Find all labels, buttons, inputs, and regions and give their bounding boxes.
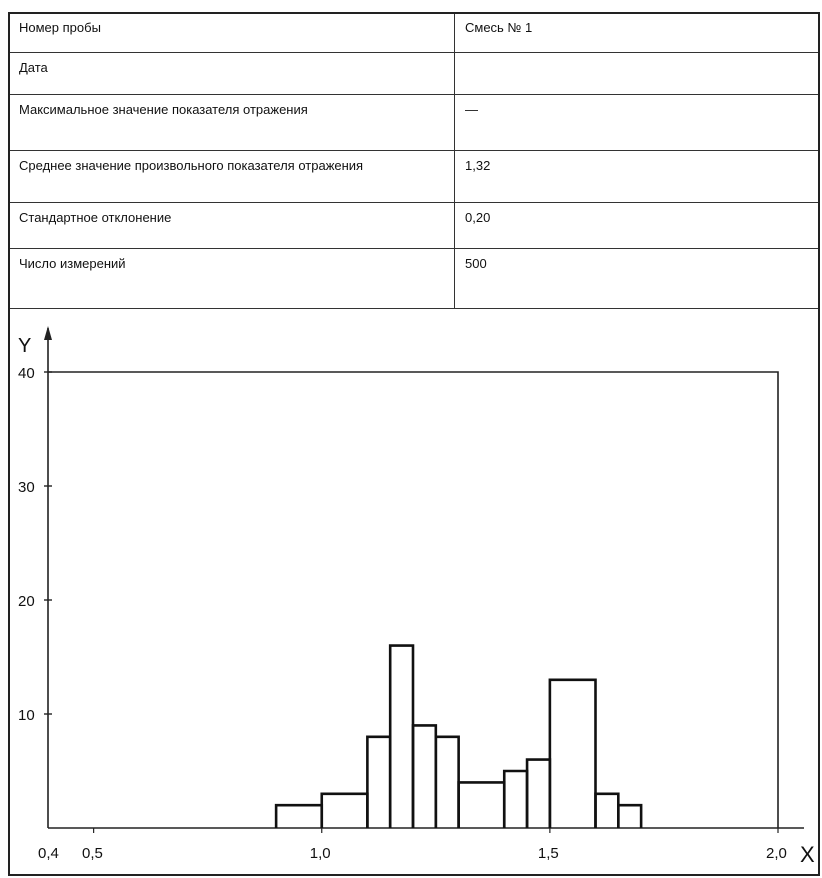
row-value bbox=[454, 52, 820, 95]
row-label: Среднее значение произвольного показател… bbox=[8, 150, 455, 203]
y-axis-arrow bbox=[44, 326, 52, 340]
table-row: Среднее значение произвольного показател… bbox=[8, 150, 820, 203]
y-tick-label: 40 bbox=[18, 365, 35, 382]
x-tick-label: 0,5 bbox=[82, 845, 103, 862]
x-tick-label: 1,0 bbox=[310, 845, 331, 862]
row-label: Число измерений bbox=[8, 248, 455, 309]
y-axis-label: Y bbox=[18, 335, 31, 357]
table-row: Номер пробы Смесь № 1 bbox=[8, 12, 820, 53]
y-tick-label: 10 bbox=[18, 707, 35, 724]
page-frame bbox=[8, 12, 820, 876]
histogram-svg: 10 20 30 40 0,4 0,5 1,0 1,5 2,0 Y X bbox=[18, 326, 815, 867]
row-value: 500 bbox=[454, 248, 820, 309]
histogram-bar bbox=[617, 803, 643, 828]
plot-box bbox=[48, 371, 779, 828]
row-label: Номер пробы bbox=[8, 12, 455, 53]
y-tick-label: 20 bbox=[18, 593, 35, 610]
table-row: Дата bbox=[8, 52, 820, 95]
x-axis-label: X bbox=[800, 842, 815, 867]
x-tick-label: 0,4 bbox=[38, 845, 59, 862]
row-value: 0,20 bbox=[454, 202, 820, 249]
x-tick-label: 2,0 bbox=[766, 845, 787, 862]
measurement-table: Номер пробы Смесь № 1 Дата Максимальное зна… bbox=[8, 12, 820, 309]
reflectance-histogram: 10 20 30 40 0,4 0,5 1,0 1,5 2,0 Y X bbox=[8, 300, 820, 876]
table-row: Число измерений 500 bbox=[8, 248, 820, 309]
y-tick-label: 30 bbox=[18, 479, 35, 496]
histogram-bar bbox=[548, 678, 597, 828]
table-row: Стандартное отклонение 0,20 bbox=[8, 202, 820, 249]
table-row: Максимальное значение показателя отражен… bbox=[8, 94, 820, 151]
x-tick-label: 1,5 bbox=[538, 845, 559, 862]
